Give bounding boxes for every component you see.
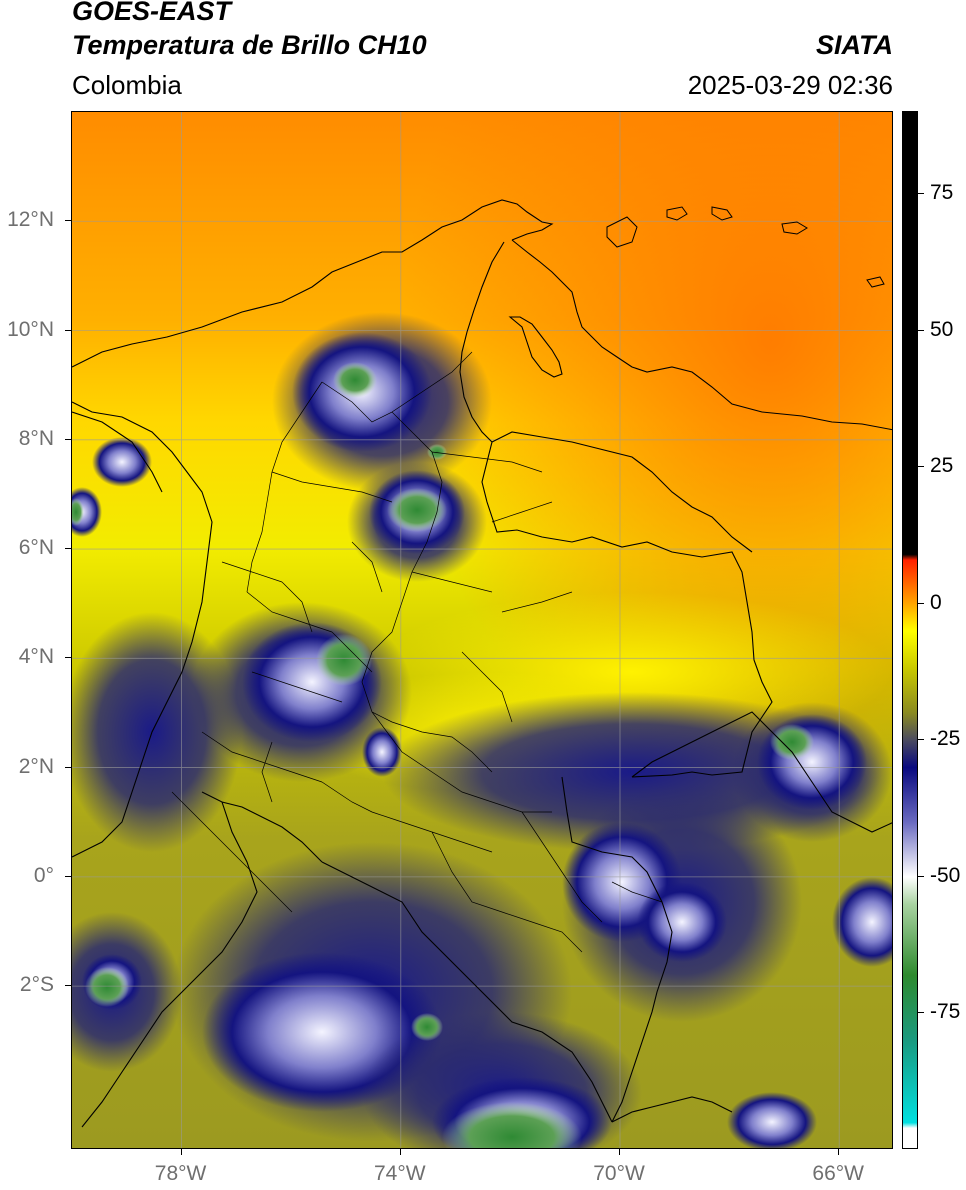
lat-lon-grid: [72, 112, 892, 1148]
latitude-tick: [65, 329, 71, 331]
colorbar-tick-label: -25: [930, 727, 961, 751]
cloud-cover: [72, 312, 892, 1148]
longitude-tick: [838, 1149, 840, 1155]
latitude-tick: [65, 438, 71, 440]
colorbar-tick: [918, 875, 924, 877]
lake-maracaibo: [508, 316, 563, 378]
latitude-tick: [65, 657, 71, 659]
satellite-map[interactable]: [71, 111, 893, 1149]
latitude-label: 0°: [33, 863, 54, 887]
product-title: Temperatura de Brillo CH10: [72, 30, 427, 60]
latitude-tick: [65, 875, 71, 877]
organization-label: SIATA: [816, 30, 893, 60]
longitude-tick: [399, 1149, 401, 1155]
caribbean-coast: [72, 199, 554, 368]
brazil-peru-border: [611, 1096, 733, 1123]
colorbar-gradient: [903, 112, 917, 1148]
longitude-label: 66°W: [812, 1162, 864, 1185]
colorbar-tick: [918, 1012, 924, 1014]
region-label: Colombia: [72, 70, 182, 100]
latitude-tick: [65, 766, 71, 768]
colorbar-tick: [918, 329, 924, 331]
colombia-brazil-border: [561, 776, 673, 1123]
latitude-label: 12°N: [7, 208, 54, 232]
colorbar: [902, 111, 918, 1149]
colombia-peru-border: [321, 861, 613, 1123]
colorbar-tick: [918, 739, 924, 741]
colorbar-tick: [918, 192, 924, 194]
colombian-departments: [171, 351, 663, 953]
colorbar-tick-label: 0: [930, 590, 942, 614]
latitude-tick: [65, 985, 71, 987]
latitude-label: 6°N: [18, 536, 54, 560]
satellite-title: GOES-EAST: [72, 0, 232, 26]
colorbar-tick-label: -75: [930, 1000, 961, 1024]
pacific-coast: [72, 401, 213, 858]
country-borders: [72, 199, 892, 1128]
colorbar-tick-label: -50: [930, 863, 961, 887]
colombia-venezuela-border: [459, 241, 773, 778]
longitude-label: 70°W: [593, 1162, 645, 1185]
latitude-label: 4°N: [18, 645, 54, 669]
guajira-coast: [511, 239, 892, 431]
venezuela-brazil-border: [631, 711, 892, 833]
longitude-label: 78°W: [154, 1162, 207, 1185]
colorbar-tick: [918, 602, 924, 604]
colorbar-tick-label: 75: [930, 180, 954, 204]
panama-colombia-border: [72, 411, 163, 493]
colorbar-tick-label: 25: [930, 454, 954, 478]
longitude-tick: [619, 1149, 620, 1155]
latitude-tick: [65, 220, 71, 222]
latitude-tick: [65, 548, 71, 550]
timestamp-label: 2025-03-29 02:36: [687, 70, 893, 100]
longitude-label: 74°W: [374, 1162, 426, 1185]
longitude-tick: [180, 1149, 182, 1155]
venezuela-internal: [491, 431, 753, 553]
colorbar-tick: [918, 466, 924, 468]
latitude-label: 2°S: [19, 973, 54, 997]
latitude-label: 2°N: [18, 754, 54, 778]
latitude-label: 10°N: [7, 317, 54, 341]
ecuador-peru-border: [81, 801, 258, 1128]
islands: [606, 206, 885, 288]
colorbar-tick-label: 50: [930, 317, 954, 341]
latitude-label: 8°N: [18, 426, 54, 450]
